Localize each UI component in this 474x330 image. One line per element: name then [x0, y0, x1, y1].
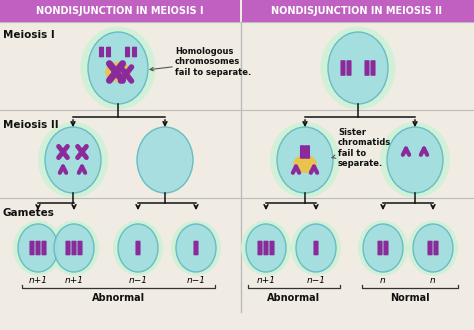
Ellipse shape: [270, 122, 340, 198]
Ellipse shape: [171, 220, 221, 276]
Ellipse shape: [137, 127, 193, 193]
Text: n: n: [380, 276, 386, 285]
FancyBboxPatch shape: [377, 241, 383, 255]
Text: NONDISJUNCTION IN MEIOSIS II: NONDISJUNCTION IN MEIOSIS II: [272, 6, 443, 16]
Ellipse shape: [88, 32, 148, 104]
Ellipse shape: [105, 62, 131, 82]
FancyBboxPatch shape: [371, 60, 375, 76]
Text: NONDISJUNCTION IN MEIOSIS I: NONDISJUNCTION IN MEIOSIS I: [36, 6, 204, 16]
Ellipse shape: [13, 220, 63, 276]
Ellipse shape: [81, 27, 155, 110]
Ellipse shape: [358, 220, 408, 276]
FancyBboxPatch shape: [346, 60, 352, 76]
Text: n: n: [430, 276, 436, 285]
Text: n−1: n−1: [128, 276, 147, 285]
Ellipse shape: [291, 220, 341, 276]
Ellipse shape: [45, 127, 101, 193]
Ellipse shape: [246, 224, 286, 272]
Text: Normal: Normal: [390, 293, 430, 303]
FancyBboxPatch shape: [106, 47, 111, 57]
Ellipse shape: [296, 224, 336, 272]
Ellipse shape: [38, 122, 108, 198]
Text: n+1: n+1: [256, 276, 275, 285]
Ellipse shape: [328, 32, 388, 104]
Ellipse shape: [380, 122, 450, 198]
FancyBboxPatch shape: [433, 241, 438, 255]
Text: Sister
chromatids
fail to
separate.: Sister chromatids fail to separate.: [332, 128, 391, 168]
Ellipse shape: [408, 220, 458, 276]
FancyBboxPatch shape: [36, 241, 41, 255]
FancyBboxPatch shape: [77, 241, 82, 255]
FancyBboxPatch shape: [132, 47, 137, 57]
FancyBboxPatch shape: [305, 145, 310, 159]
Text: n+1: n+1: [64, 276, 83, 285]
Text: n+1: n+1: [28, 276, 47, 285]
Ellipse shape: [118, 224, 158, 272]
FancyBboxPatch shape: [383, 241, 389, 255]
FancyBboxPatch shape: [428, 241, 433, 255]
Ellipse shape: [387, 127, 443, 193]
Text: Abnormal: Abnormal: [92, 293, 145, 303]
FancyBboxPatch shape: [340, 60, 346, 76]
FancyBboxPatch shape: [269, 241, 274, 255]
Text: Meiosis I: Meiosis I: [3, 30, 55, 40]
FancyBboxPatch shape: [242, 0, 474, 22]
Ellipse shape: [18, 224, 58, 272]
Ellipse shape: [54, 224, 94, 272]
Text: Gametes: Gametes: [3, 208, 55, 218]
Ellipse shape: [241, 220, 291, 276]
Ellipse shape: [293, 155, 317, 173]
Ellipse shape: [320, 27, 395, 110]
Ellipse shape: [277, 127, 333, 193]
FancyBboxPatch shape: [29, 241, 35, 255]
FancyBboxPatch shape: [257, 241, 263, 255]
Ellipse shape: [413, 224, 453, 272]
FancyBboxPatch shape: [313, 241, 319, 255]
FancyBboxPatch shape: [125, 47, 130, 57]
FancyBboxPatch shape: [264, 241, 269, 255]
FancyBboxPatch shape: [136, 241, 141, 255]
Text: n−1: n−1: [307, 276, 326, 285]
Ellipse shape: [363, 224, 403, 272]
FancyBboxPatch shape: [41, 241, 46, 255]
FancyBboxPatch shape: [300, 145, 305, 159]
FancyBboxPatch shape: [365, 60, 370, 76]
FancyBboxPatch shape: [193, 241, 199, 255]
FancyBboxPatch shape: [65, 241, 71, 255]
Text: Meiosis II: Meiosis II: [3, 120, 59, 130]
Text: Abnormal: Abnormal: [267, 293, 320, 303]
FancyBboxPatch shape: [72, 241, 76, 255]
Ellipse shape: [113, 220, 163, 276]
Ellipse shape: [49, 220, 99, 276]
Text: Homologous
chromosomes
fail to separate.: Homologous chromosomes fail to separate.: [150, 47, 251, 77]
FancyBboxPatch shape: [99, 47, 104, 57]
FancyBboxPatch shape: [0, 0, 240, 22]
Text: n−1: n−1: [186, 276, 206, 285]
Ellipse shape: [176, 224, 216, 272]
